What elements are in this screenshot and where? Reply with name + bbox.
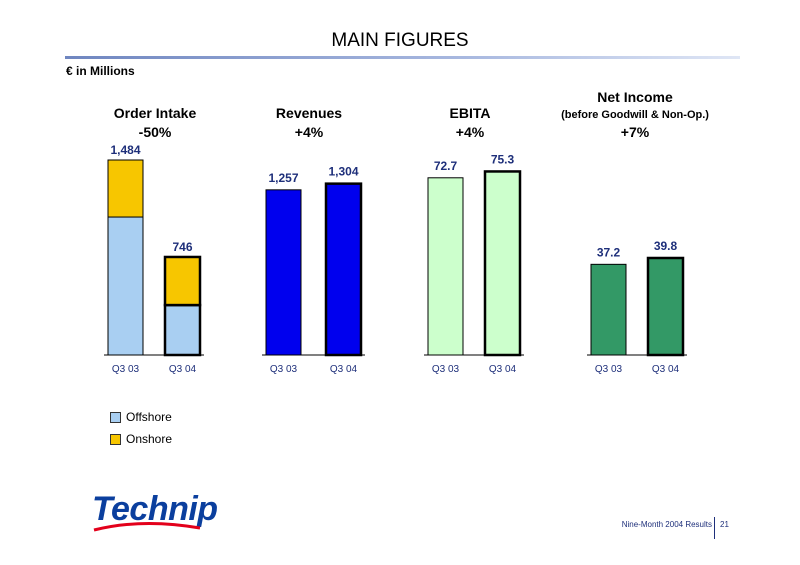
chart-title-2: EBITA [450,105,491,121]
legend-label-onshore: Onshore [126,432,173,446]
data-label-2-0: 72.7 [434,159,458,173]
chart-title-0: Order Intake [114,105,197,121]
tick-label-1-0: Q3 03 [270,364,298,375]
bar-0-offshore-1 [163,303,202,357]
tick-label-1-1: Q3 04 [330,364,358,375]
chart-subtitle-0: -50% [139,124,172,140]
chart-subtitle-2: +4% [456,124,485,140]
chart-subtitle2-3: (before Goodwill & Non-Op.) [561,109,709,121]
bar-0-offshore-0 [107,216,144,356]
tick-label-2-1: Q3 04 [489,364,517,375]
legend-label-offshore: Offshore [126,410,172,424]
data-label-0-0: 1,484 [110,143,140,157]
tick-label-3-1: Q3 04 [652,364,680,375]
page-title: MAIN FIGURES [331,30,469,51]
bar-3-0 [590,263,627,356]
data-label-1-0: 1,257 [268,171,298,185]
legend-swatch-onshore [110,433,121,445]
bar-3-1 [646,256,685,357]
tick-label-0-0: Q3 03 [112,364,140,375]
chart-subtitle-3: +7% [621,124,650,140]
title-underline [65,56,740,59]
legend-item-offshore: Offshore [110,410,172,424]
bar-1-0 [265,189,302,356]
bar-2-0 [427,177,464,356]
bar-0-onshore-1 [163,255,202,307]
footer-separator [714,517,715,539]
legend-swatch-offshore [110,411,121,423]
chart-title-1: Revenues [276,105,342,121]
chart-subtitle-1: +4% [295,124,324,140]
tick-label-2-0: Q3 03 [432,364,460,375]
tick-label-0-1: Q3 04 [169,364,197,375]
data-label-1-1: 1,304 [328,165,358,179]
data-label-0-1: 746 [172,240,192,254]
technip-logo: Technip [92,490,218,528]
data-label-2-1: 75.3 [491,152,515,166]
page-number: 21 [720,520,729,529]
tick-label-3-0: Q3 03 [595,364,623,375]
logo-swoosh-icon [93,521,201,532]
legend-item-onshore: Onshore [110,432,172,446]
bar-2-1 [483,170,522,357]
data-label-3-1: 39.8 [654,239,678,253]
chart-title-3: Net Income [597,89,673,105]
bar-1-1 [324,182,363,357]
footer-caption: Nine-Month 2004 Results [621,520,712,529]
data-label-3-0: 37.2 [597,245,621,259]
units-label: € in Millions [66,64,135,78]
bar-0-onshore-0 [107,159,144,218]
